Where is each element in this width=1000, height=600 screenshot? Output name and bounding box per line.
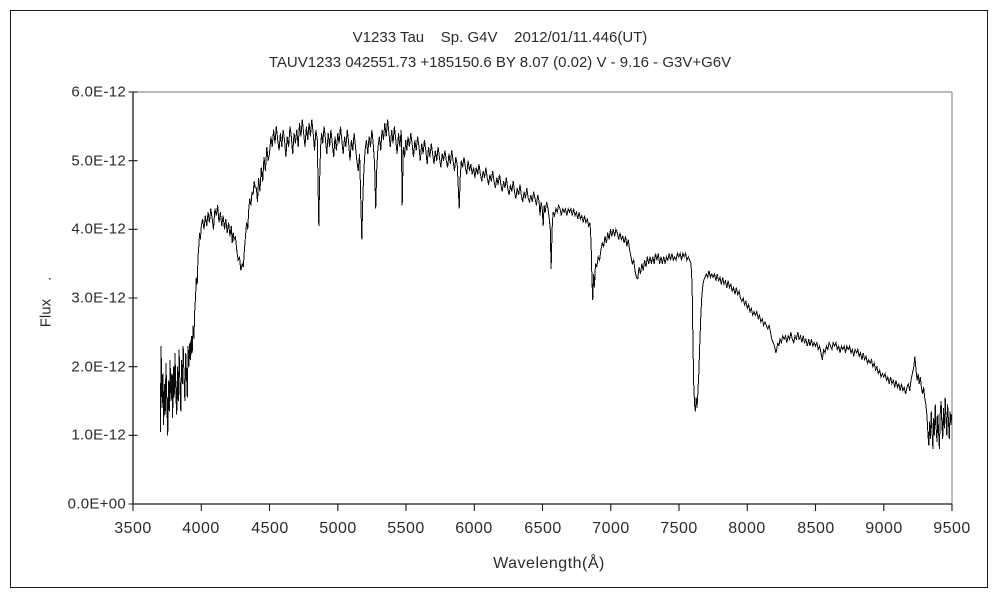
y-tick-label: 4.0E-12 xyxy=(71,220,126,238)
chart-subtitle: TAUV1233 042551.73 +185150.6 BY 8.07 (0.… xyxy=(268,54,732,71)
y-tick-label: 5.0E-12 xyxy=(71,152,126,170)
x-axis-title: Wavelength(Å) xyxy=(493,555,605,572)
x-tick-label: 5500 xyxy=(387,520,425,537)
x-tick-label: 6000 xyxy=(455,520,493,537)
y-tick-label: 6.0E-12 xyxy=(71,83,126,101)
x-tick-label: 9000 xyxy=(865,520,903,537)
x-tick-label: 8000 xyxy=(728,520,766,537)
x-tick-label: 7000 xyxy=(592,520,630,537)
x-axis-ticks xyxy=(132,504,953,511)
x-tick-label: 4000 xyxy=(182,520,220,537)
y-tick-label: 3.0E-12 xyxy=(71,289,126,307)
x-tick-label: 3500 xyxy=(114,520,152,537)
x-tick-label: 5000 xyxy=(319,520,357,537)
spectrum-line xyxy=(159,119,953,450)
x-tick-label: 6500 xyxy=(524,520,562,537)
y-tick-label: 1.0E-12 xyxy=(71,426,126,444)
outer-border xyxy=(10,10,988,588)
x-tick-label: 4500 xyxy=(251,520,289,537)
y-tick-label: 0.0E+00 xyxy=(67,495,126,513)
x-tick-label: 9500 xyxy=(933,520,971,537)
chart-title: V1233 Tau Sp. G4V 2012/01/11.446(UT) xyxy=(352,29,648,46)
x-tick-label: 8500 xyxy=(797,520,835,537)
y-tick-label: 2.0E-12 xyxy=(71,358,126,376)
x-tick-label: 7500 xyxy=(660,520,698,537)
y-axis-ticks xyxy=(128,91,138,505)
